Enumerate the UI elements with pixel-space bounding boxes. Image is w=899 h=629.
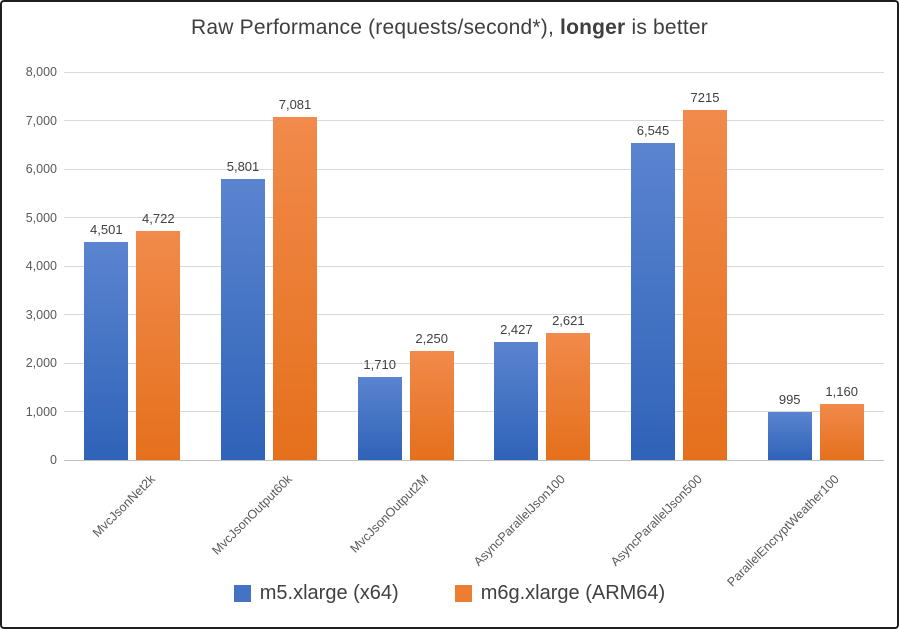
bar-value-label: 5,801 bbox=[226, 158, 260, 174]
bar-m5-AsyncParallelJson100: 2,427 bbox=[494, 322, 539, 460]
gridline bbox=[64, 362, 884, 364]
bar-m6g-MvcJsonNet2k: 4,722 bbox=[136, 211, 181, 460]
gridline bbox=[64, 168, 884, 170]
x-axis-category-labels: MvcJsonNet2k MvcJsonOutput60k MvcJsonOutpu… bbox=[64, 466, 884, 589]
chart-title: Raw Performance (requests/second*), long… bbox=[2, 16, 897, 40]
y-tick-label: 1,000 bbox=[25, 404, 57, 419]
chart-title-bold-word: longer bbox=[560, 16, 626, 39]
category-label-MvcJsonNet2k: MvcJsonNet2k bbox=[90, 472, 159, 540]
bar-group-AsyncParallelJson500: 6,545 7215 bbox=[611, 72, 748, 460]
bar-value-label: 6,545 bbox=[636, 122, 670, 138]
legend-label-m5: m5.xlarge (x64) bbox=[259, 582, 399, 604]
bar-value-label: 1,160 bbox=[825, 383, 858, 399]
bar-value-label: 4,722 bbox=[142, 210, 175, 226]
gridline bbox=[64, 217, 884, 218]
y-tick-label: 0 bbox=[50, 453, 57, 467]
x-axis-line bbox=[64, 459, 884, 461]
bar-value-label: 7,081 bbox=[278, 96, 312, 112]
y-tick-label: 5,000 bbox=[25, 210, 57, 225]
bar-value-label: 1,710 bbox=[363, 357, 396, 373]
y-tick-label: 7,000 bbox=[25, 113, 57, 128]
gridline bbox=[64, 71, 884, 73]
bar-m5-ParallelEncryptWeather100: 995 bbox=[767, 392, 812, 460]
y-tick-label: 6,000 bbox=[25, 162, 57, 176]
category-label-AsyncParallelJson500: AsyncParallelJson500 bbox=[608, 472, 705, 569]
bar-value-label: 7215 bbox=[690, 90, 720, 106]
legend-item-m5: m5.xlarge (x64) bbox=[233, 582, 399, 605]
y-axis: 0 1,000 2,000 3,000 4,000 5,000 6,000 7,000 8,00… bbox=[2, 65, 57, 467]
gridline bbox=[64, 120, 884, 121]
bar-group-AsyncParallelJson100: 2,427 2,621 bbox=[474, 72, 611, 460]
legend-label-m6g: m6g.xlarge (ARM64) bbox=[480, 582, 666, 604]
bar-value-label: 995 bbox=[778, 391, 801, 407]
plot-area: 4,501 4,722 5,801 7,081 1,710 2,250 2,427 2,621… bbox=[64, 71, 884, 461]
bar-m6g-MvcJsonOutput60k: 7,081 bbox=[273, 97, 317, 460]
bar-m5-MvcJsonOutput2M: 1,710 bbox=[357, 357, 402, 460]
category-label-AsyncParallelJson100: AsyncParallelJson100 bbox=[471, 472, 569, 569]
y-tick-label: 4,000 bbox=[25, 259, 57, 273]
gridline bbox=[64, 411, 884, 412]
legend-item-m6g: m6g.xlarge (ARM64) bbox=[454, 582, 666, 605]
bar-group-MvcJsonOutput2M: 1,710 2,250 bbox=[337, 72, 474, 460]
chart-legend: m5.xlarge (x64) m6g.xlarge (ARM64) bbox=[2, 582, 897, 605]
bar-m5-MvcJsonOutput60k: 5,801 bbox=[221, 159, 265, 460]
y-tick-label: 3,000 bbox=[25, 307, 57, 322]
bar-m5-MvcJsonNet2k: 4,501 bbox=[84, 222, 129, 460]
gridline bbox=[64, 265, 884, 267]
y-tick-label: 8,000 bbox=[25, 65, 57, 79]
bar-m6g-MvcJsonOutput2M: 2,250 bbox=[409, 331, 454, 460]
legend-swatch-m6g-icon bbox=[454, 585, 472, 602]
bar-group-MvcJsonOutput60k: 5,801 7,081 bbox=[201, 72, 338, 460]
category-label-MvcJsonOutput60k: MvcJsonOutput60k bbox=[209, 472, 295, 558]
y-tick-label: 2,000 bbox=[25, 356, 57, 370]
category-label-MvcJsonOutput2M: MvcJsonOutput2M bbox=[347, 472, 432, 556]
bar-group-MvcJsonNet2k: 4,501 4,722 bbox=[64, 72, 201, 460]
gridline bbox=[64, 314, 884, 315]
bar-m5-AsyncParallelJson500: 6,545 bbox=[631, 123, 676, 460]
bar-value-label: 4,501 bbox=[90, 221, 123, 237]
bar-value-label: 2,621 bbox=[552, 312, 585, 328]
chart-title-suffix: is better bbox=[625, 16, 708, 39]
legend-swatch-m5-icon bbox=[233, 585, 251, 602]
category-label-ParallelEncryptWeather100: ParallelEncryptWeather100 bbox=[724, 472, 842, 590]
bar-groups: 4,501 4,722 5,801 7,081 1,710 2,250 2,427 2,621… bbox=[64, 72, 884, 460]
bar-m6g-AsyncParallelJson100: 2,621 bbox=[546, 313, 591, 460]
bar-m6g-AsyncParallelJson500: 7215 bbox=[683, 90, 728, 460]
bar-value-label: 2,427 bbox=[500, 322, 533, 338]
bar-m6g-ParallelEncryptWeather100: 1,160 bbox=[819, 384, 864, 460]
bar-value-label: 2,250 bbox=[415, 330, 448, 346]
chart-title-prefix: Raw Performance (requests/second*), bbox=[191, 16, 561, 39]
bar-group-ParallelEncryptWeather100: 995 1,160 bbox=[747, 72, 884, 460]
